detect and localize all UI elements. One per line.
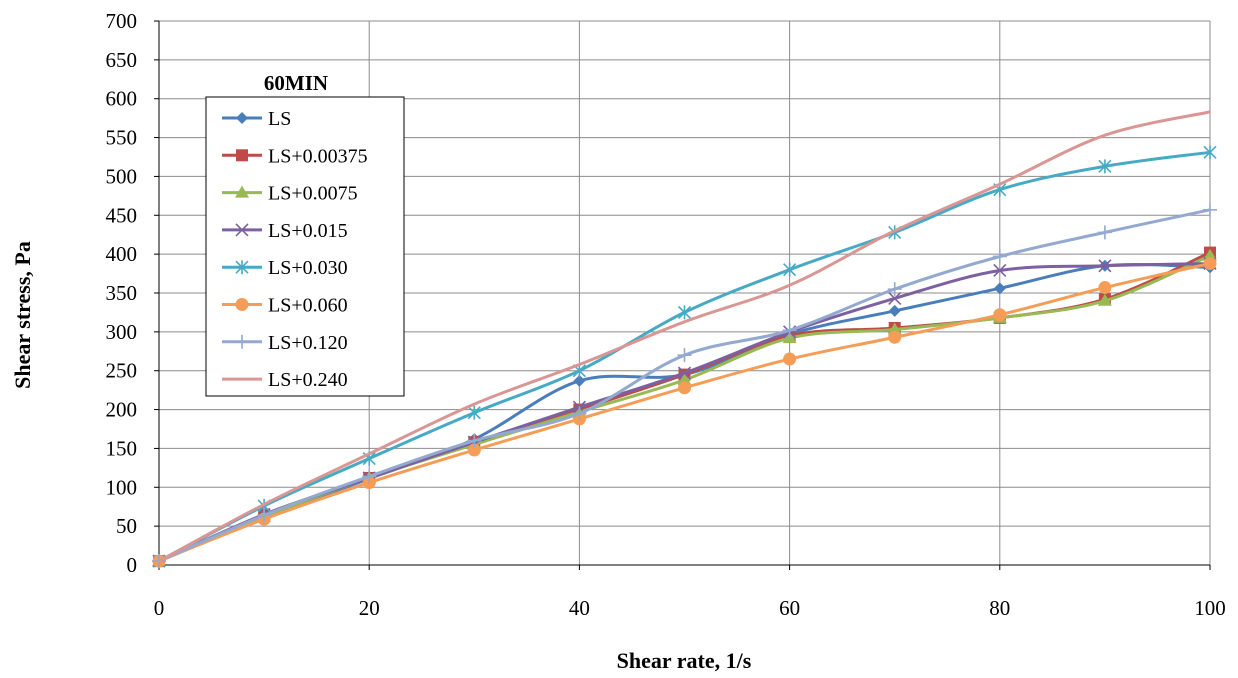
data-point (467, 433, 482, 448)
axes (154, 20, 1211, 570)
data-point (677, 348, 692, 363)
legend-label: LS+0.0075 (268, 183, 358, 205)
data-point (1098, 259, 1112, 273)
legend-swatch-marker (235, 185, 249, 198)
legend-items: LS LS+0.00375 LS+0.0075 LS+0.015 LS+0.030 LS+… (222, 108, 368, 391)
legend-label: LS+0.120 (268, 332, 348, 354)
data-point (782, 323, 797, 338)
x-axis-tick-labels: 0 20 40 60 80 100 (154, 596, 1226, 620)
legend-swatch-marker (236, 149, 248, 162)
data-point (993, 263, 1007, 278)
series-ls-0-060 (152, 256, 1217, 568)
legend-swatch-marker (235, 223, 249, 237)
y-tick-label: 100 (106, 475, 138, 499)
data-point (888, 291, 902, 306)
y-tick-label: 700 (106, 9, 138, 33)
y-tick-label: 650 (106, 48, 138, 72)
data-point (572, 406, 587, 421)
data-point (993, 308, 1007, 322)
data-point (1203, 145, 1217, 160)
data-point (677, 366, 692, 380)
legend-label: LS+0.240 (268, 369, 348, 391)
legend-box (205, 96, 405, 397)
legend-title: 60MIN (264, 71, 328, 95)
data-point (1203, 256, 1217, 270)
legend-label: LS+0.030 (268, 257, 348, 279)
x-tick-label: 40 (569, 596, 590, 620)
y-tick-label: 600 (106, 87, 138, 111)
data-point (783, 262, 797, 277)
x-tick-label: 80 (989, 596, 1010, 620)
y-tick-label: 50 (116, 514, 137, 538)
data-point (677, 305, 692, 320)
legend-swatch-marker (235, 260, 249, 275)
legend-swatch-marker (235, 334, 249, 349)
data-point (1098, 159, 1112, 174)
data-point (1203, 248, 1217, 261)
x-tick-label: 0 (154, 596, 165, 620)
x-tick-label: 20 (359, 596, 380, 620)
legend-item: LS+0.00375 (222, 145, 368, 167)
data-point (887, 322, 902, 335)
y-tick-label: 350 (106, 281, 138, 305)
y-axis-title: Shear stress, Pa (10, 241, 35, 389)
legend-label: LS+0.00375 (268, 145, 368, 167)
data-point (1098, 281, 1112, 295)
data-point (887, 282, 902, 297)
y-tick-label: 550 (106, 126, 138, 150)
data-point (1097, 225, 1112, 240)
legend-item: LS+0.015 (222, 220, 348, 242)
legend-swatch-marker (236, 112, 248, 124)
y-tick-label: 200 (106, 398, 138, 422)
y-tick-label: 150 (106, 436, 138, 460)
data-point (467, 405, 481, 420)
data-point (1097, 293, 1112, 306)
data-point (888, 304, 901, 317)
data-point (888, 330, 902, 344)
data-point (678, 381, 691, 395)
legend-label: LS (268, 108, 291, 130)
legend: LS LS+0.00375 LS+0.0075 LS+0.015 LS+0.030 LS+… (205, 96, 405, 397)
x-tick-label: 100 (1194, 596, 1226, 620)
y-tick-label: 300 (106, 320, 138, 344)
legend-item: LS+0.240 (222, 369, 348, 391)
y-tick-label: 0 (127, 553, 138, 577)
y-axis-tick-labels: 0 50 100 150 200 250 300 350 400 450 500 550 600 650 7… (106, 9, 138, 577)
data-point (257, 508, 272, 523)
data-point (467, 443, 481, 457)
legend-label: LS+0.015 (268, 220, 348, 242)
data-point (1203, 202, 1217, 217)
x-axis-title: Shear rate, 1/s (617, 648, 752, 673)
y-tick-label: 400 (106, 242, 138, 266)
series-ls-0-120 (152, 202, 1217, 569)
series-line (158, 110, 1211, 563)
data-point (362, 469, 377, 484)
data-point (992, 249, 1007, 264)
x-tick-label: 60 (779, 596, 800, 620)
legend-swatch-marker (235, 298, 249, 311)
legend-item: LS+0.120 (222, 332, 348, 354)
y-tick-label: 250 (106, 359, 138, 383)
legend-item: LS (222, 108, 291, 130)
legend-item: LS+0.0075 (222, 183, 358, 205)
data-point (993, 282, 1006, 295)
data-series (152, 110, 1217, 569)
series-ls-0-240 (158, 110, 1211, 563)
legend-item: LS+0.030 (222, 257, 348, 279)
data-point (783, 352, 797, 366)
data-point (573, 374, 586, 387)
data-point (677, 373, 692, 386)
y-tick-label: 500 (106, 164, 138, 188)
legend-label: LS+0.060 (268, 295, 348, 317)
y-tick-label: 450 (106, 203, 138, 227)
legend-item: LS+0.060 (222, 295, 348, 317)
